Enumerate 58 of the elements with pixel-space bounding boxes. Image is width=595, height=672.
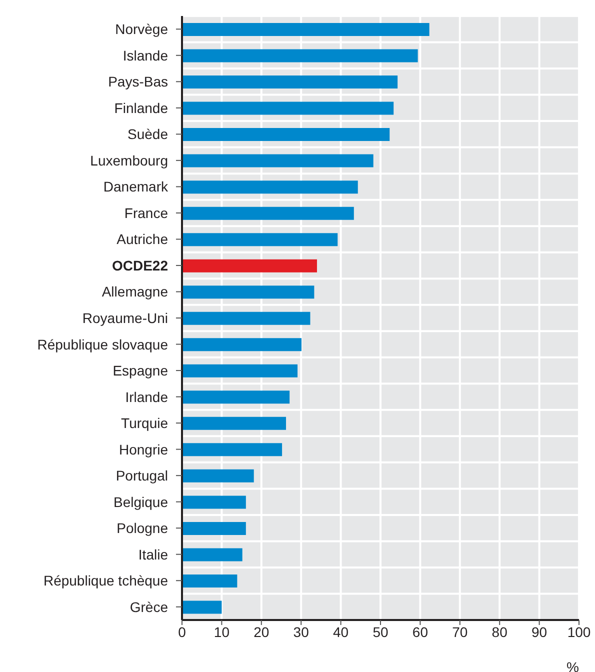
y-tick-label: France — [124, 204, 168, 221]
bar — [182, 286, 314, 299]
bar — [182, 23, 430, 36]
bar — [182, 390, 290, 404]
y-tick-label: République slovaque — [37, 336, 168, 352]
y-tick-label: Autriche — [116, 231, 168, 248]
bar — [182, 233, 338, 246]
bar — [182, 364, 298, 378]
y-tick-label: Royaume-Uni — [82, 310, 168, 326]
bar — [182, 154, 374, 168]
bar — [182, 259, 317, 272]
x-tick-label: 80 — [492, 624, 508, 640]
y-tick-label: Belgique — [114, 494, 168, 510]
bar — [182, 338, 302, 352]
bar — [182, 312, 310, 325]
y-tick-label: Grèce — [130, 598, 168, 615]
y-tick-label: Danemark — [103, 178, 169, 195]
y-tick-label: Hongrie — [118, 441, 168, 458]
x-tick-label: 90 — [532, 624, 548, 640]
x-tick-label: 60 — [412, 624, 428, 640]
y-tick-label: Allemagne — [102, 284, 168, 300]
y-tick-label: Suède — [128, 126, 168, 142]
x-tick-label: 70 — [452, 624, 468, 640]
bar — [182, 496, 246, 509]
bar — [182, 102, 394, 115]
bar — [182, 522, 246, 535]
x-axis-title: % — [566, 659, 579, 672]
x-tick-label: 50 — [372, 624, 388, 640]
bar — [182, 180, 358, 194]
y-tick-label: Irlande — [125, 388, 168, 405]
bar — [182, 469, 254, 482]
y-tick-label: Luxembourg — [90, 152, 168, 168]
x-tick-label: 10 — [214, 624, 230, 640]
bar — [182, 49, 418, 62]
bar — [182, 574, 238, 588]
y-tick-label: Portugal — [116, 468, 168, 484]
y-tick-label: Pays-Bas — [108, 74, 168, 90]
y-tick-label: République tchèque — [43, 572, 168, 589]
bar — [182, 416, 286, 430]
bar — [182, 206, 354, 220]
bar — [182, 128, 390, 142]
x-tick-label: 30 — [293, 624, 310, 640]
y-tick-label: Turquie — [121, 415, 168, 432]
y-tick-label: Islande — [122, 47, 168, 64]
y-tick-label: Pologne — [116, 520, 168, 536]
x-tick-label: 100 — [567, 624, 591, 640]
y-tick-label: Finlande — [114, 100, 168, 116]
bar — [182, 443, 282, 456]
x-tick-label: 20 — [254, 624, 270, 640]
x-tick-label: 0 — [178, 624, 186, 640]
y-tick-label: OCDE22 — [112, 257, 168, 274]
bar — [182, 600, 222, 614]
y-tick-label: Norvège — [115, 21, 168, 38]
x-tick-label: 40 — [333, 624, 349, 640]
y-tick-label: Espagne — [112, 362, 168, 379]
bar — [182, 548, 242, 562]
bar — [182, 76, 398, 89]
y-tick-label: Italie — [138, 546, 168, 562]
